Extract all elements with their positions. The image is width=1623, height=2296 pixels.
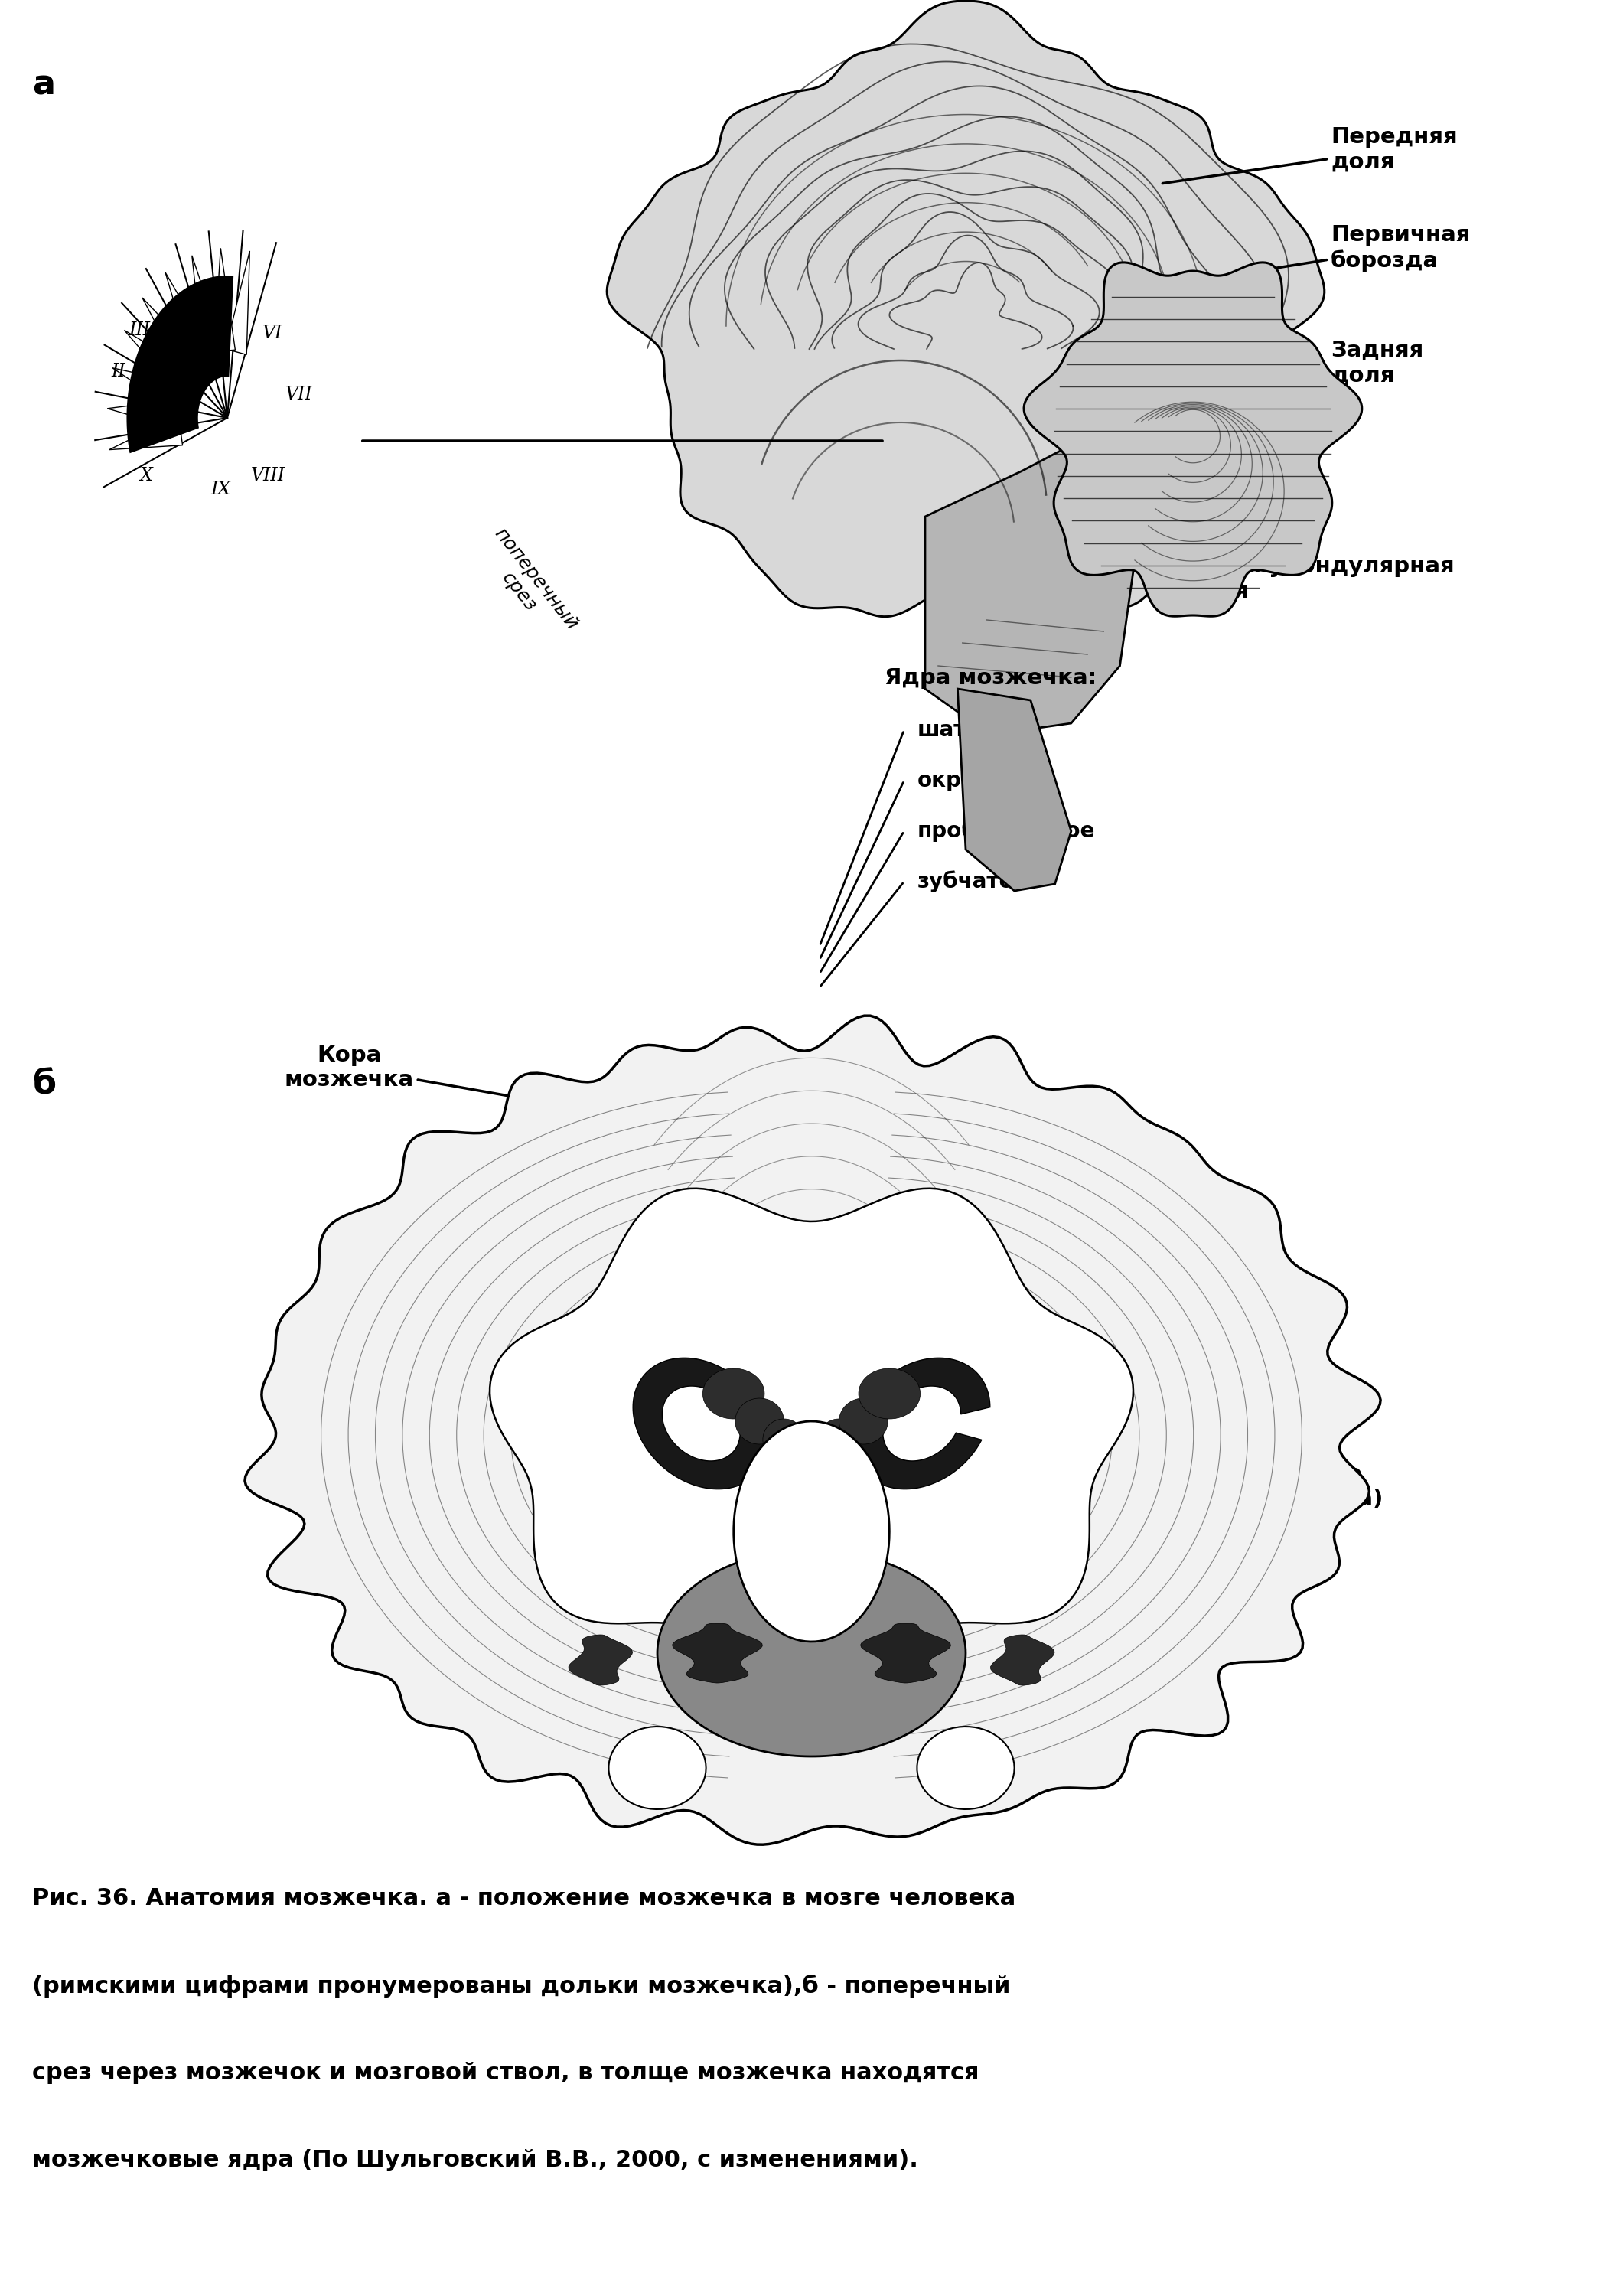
Polygon shape xyxy=(245,1015,1381,1844)
Text: шатра: шатра xyxy=(917,719,997,742)
Polygon shape xyxy=(633,1357,769,1490)
Polygon shape xyxy=(860,1623,951,1683)
Polygon shape xyxy=(490,1189,1133,1704)
Text: VI: VI xyxy=(263,324,282,342)
Polygon shape xyxy=(112,367,185,413)
Text: VII: VII xyxy=(286,386,312,404)
Text: а: а xyxy=(32,69,55,101)
Text: Кора
мозжечка: Кора мозжечка xyxy=(284,1045,607,1114)
Text: Рис. 36. Анатомия мозжечка. а - положение мозжечка в мозге человека: Рис. 36. Анатомия мозжечка. а - положени… xyxy=(32,1887,1016,1910)
Polygon shape xyxy=(192,255,224,358)
Text: X: X xyxy=(140,466,153,484)
Polygon shape xyxy=(568,1635,633,1685)
Text: Флоккулондулярная
доля: Флоккулондулярная доля xyxy=(1170,546,1454,602)
Polygon shape xyxy=(609,1727,706,1809)
Polygon shape xyxy=(109,416,182,450)
Text: VIII: VIII xyxy=(250,466,286,484)
Polygon shape xyxy=(143,298,201,381)
Polygon shape xyxy=(703,1368,764,1419)
Text: Ядра мозжечка:: Ядра мозжечка: xyxy=(885,668,1097,689)
Text: срез через мозжечок и мозговой ствол, в толще мозжечка находятся: срез через мозжечок и мозговой ствол, в … xyxy=(32,2062,979,2085)
Polygon shape xyxy=(226,250,250,354)
Text: Задняя
доля: Задняя доля xyxy=(1284,340,1423,400)
Polygon shape xyxy=(925,441,1136,735)
Polygon shape xyxy=(854,1357,990,1490)
Polygon shape xyxy=(657,1550,966,1756)
Text: V: V xyxy=(204,305,217,324)
Polygon shape xyxy=(859,1368,920,1419)
Polygon shape xyxy=(125,331,192,397)
Polygon shape xyxy=(958,689,1071,891)
Polygon shape xyxy=(839,1398,888,1444)
Text: округлое: округлое xyxy=(917,769,1031,792)
Polygon shape xyxy=(672,1623,763,1683)
Polygon shape xyxy=(763,1419,805,1460)
Polygon shape xyxy=(607,0,1324,618)
Text: поперечный
срез: поперечный срез xyxy=(474,523,581,647)
Polygon shape xyxy=(734,1421,889,1642)
Text: б: б xyxy=(32,1068,57,1100)
Text: мозжечковые ядра (По Шульговский В.В., 2000, с изменениями).: мозжечковые ядра (По Шульговский В.В., 2… xyxy=(32,2149,919,2172)
Polygon shape xyxy=(127,276,234,452)
Text: зубчатое: зубчатое xyxy=(917,870,1029,893)
Text: Первичная
борозда: Первичная борозда xyxy=(1203,225,1470,280)
Polygon shape xyxy=(1024,262,1362,615)
Polygon shape xyxy=(917,1727,1014,1809)
Text: (римскими цифрами пронумерованы дольки мозжечка),б - поперечный: (римскими цифрами пронумерованы дольки м… xyxy=(32,1975,1011,1998)
Text: Передняя
доля: Передняя доля xyxy=(1162,126,1457,184)
Polygon shape xyxy=(107,400,180,429)
Polygon shape xyxy=(214,248,235,351)
Text: Латеральное
вестибулярное
ядро (Дейтерса): Латеральное вестибулярное ядро (Дейтерса… xyxy=(1016,1435,1383,1511)
Polygon shape xyxy=(990,1635,1055,1685)
Text: III IV: III IV xyxy=(128,321,177,340)
Text: пробковидное: пробковидное xyxy=(917,820,1096,843)
Polygon shape xyxy=(818,1419,860,1460)
Text: IX: IX xyxy=(211,480,230,498)
Polygon shape xyxy=(735,1398,784,1444)
Text: II: II xyxy=(112,363,125,381)
Polygon shape xyxy=(166,273,213,367)
